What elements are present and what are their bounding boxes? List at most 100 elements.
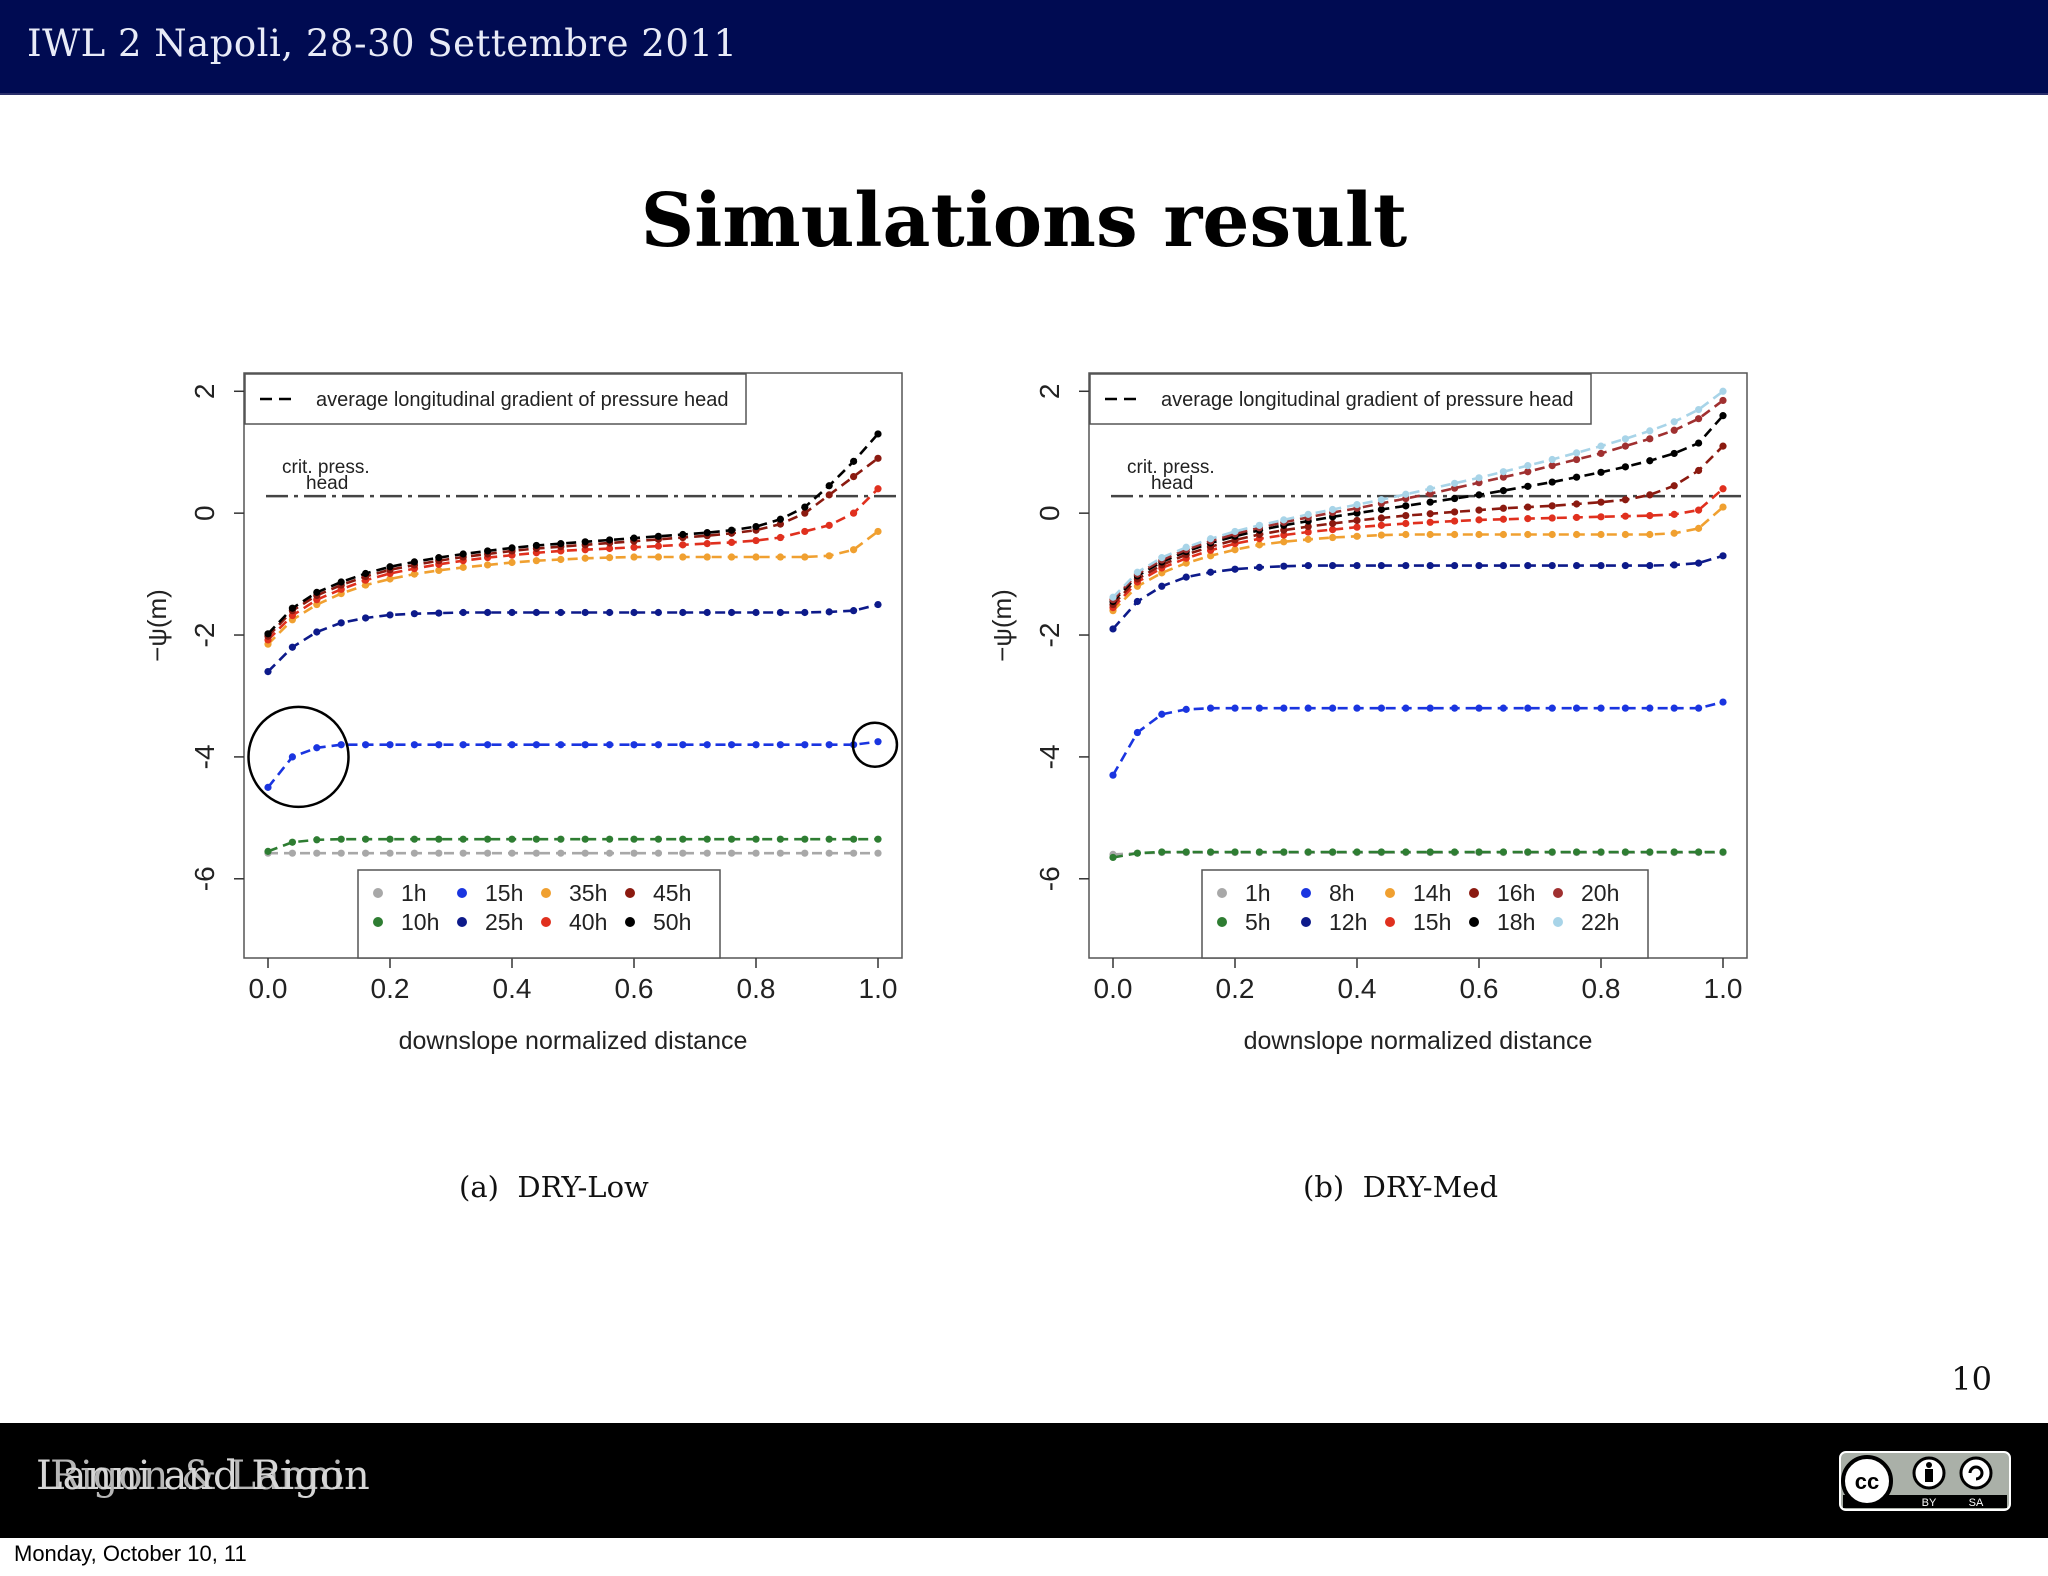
data-point <box>1451 704 1459 712</box>
top-legend-text: average longitudinal gradient of pressur… <box>1161 389 1574 411</box>
data-point <box>435 554 443 562</box>
data-point <box>1207 568 1215 576</box>
data-point <box>459 563 467 571</box>
data-point <box>1695 466 1703 475</box>
data-point <box>1670 482 1678 490</box>
data-point <box>1719 387 1727 395</box>
x-tick-label: 0.2 <box>1216 973 1255 1004</box>
data-point <box>484 608 492 617</box>
data-point <box>654 849 663 857</box>
data-point <box>410 610 418 618</box>
legend-marker <box>457 888 467 898</box>
data-point <box>1524 848 1532 856</box>
data-point <box>752 849 760 857</box>
data-point <box>459 835 467 843</box>
svg-text:SA: SA <box>1969 1497 1984 1509</box>
data-point <box>1426 530 1434 539</box>
data-point <box>1402 848 1410 856</box>
data-point <box>1597 449 1605 458</box>
data-point <box>1402 561 1410 570</box>
data-point <box>1695 506 1703 514</box>
legend-marker <box>1385 888 1395 898</box>
legend-marker <box>373 888 383 898</box>
legend-marker <box>541 917 551 927</box>
data-point <box>703 835 711 843</box>
data-point <box>776 849 785 857</box>
data-point <box>386 575 394 583</box>
legend-marker <box>1217 917 1227 927</box>
data-point <box>508 741 516 749</box>
data-point <box>1304 535 1312 543</box>
data-point <box>532 849 541 857</box>
data-point <box>1719 552 1727 560</box>
footer-authors-overlap: Rigon & Lanni <box>50 1453 345 1499</box>
data-point <box>850 835 858 843</box>
caption-a: (a) DRY-Low <box>459 1170 649 1204</box>
data-point <box>752 536 760 545</box>
data-point <box>1255 521 1263 529</box>
data-point <box>435 835 443 843</box>
data-point <box>1719 442 1727 450</box>
data-point <box>532 835 541 843</box>
data-point <box>1670 449 1678 458</box>
legend-label: 1h <box>1245 880 1271 906</box>
data-point <box>728 835 736 843</box>
series-line <box>1112 399 1724 601</box>
data-point <box>508 849 516 857</box>
data-point <box>264 630 272 638</box>
data-point <box>1621 442 1629 450</box>
data-point <box>386 563 394 571</box>
series-line <box>267 603 879 673</box>
data-point <box>1304 528 1312 536</box>
data-point <box>1548 561 1556 570</box>
data-point <box>1597 442 1605 450</box>
data-point <box>1304 704 1312 712</box>
data-point <box>1231 848 1239 856</box>
data-point <box>1573 500 1581 508</box>
series-legend-box <box>357 869 721 959</box>
data-point <box>1621 435 1629 443</box>
data-point <box>1646 848 1654 856</box>
conference-title: IWL 2 Napoli, 28-30 Settembre 2011 <box>27 22 738 65</box>
legend-marker <box>1301 917 1311 927</box>
y-tick-label: 0 <box>189 505 220 521</box>
data-point <box>581 741 589 749</box>
data-point <box>410 558 418 566</box>
data-point <box>337 849 345 857</box>
y-tick-label: -2 <box>189 623 220 648</box>
data-point <box>362 741 370 749</box>
legend-marker <box>1217 888 1227 898</box>
data-point <box>1621 704 1629 712</box>
caption-b-label: (b) <box>1303 1170 1345 1204</box>
data-point <box>1402 530 1410 539</box>
data-point <box>459 849 467 857</box>
data-point <box>1451 508 1459 516</box>
slide-header: IWL 2 Napoli, 28-30 Settembre 2011 <box>0 0 2048 95</box>
series-line <box>1112 506 1724 612</box>
data-point <box>630 608 638 617</box>
series-line <box>1112 414 1724 603</box>
y-tick-label: 2 <box>1034 383 1065 399</box>
data-point <box>1621 496 1629 504</box>
data-point <box>801 553 809 561</box>
data-point <box>264 847 272 855</box>
data-point <box>825 849 833 857</box>
data-point <box>1597 704 1605 712</box>
data-point <box>1573 530 1581 539</box>
data-point <box>801 527 809 536</box>
series-line <box>267 433 879 635</box>
legend-label: 40h <box>569 909 607 935</box>
footer-authors: Lanni and Rigon Rigon & Lanni <box>36 1453 370 1499</box>
data-point <box>1280 538 1288 546</box>
data-point <box>1695 524 1703 532</box>
data-point <box>606 849 614 857</box>
data-point <box>459 608 467 617</box>
data-point <box>703 529 711 537</box>
data-point <box>801 741 809 749</box>
data-point <box>313 628 321 636</box>
data-point <box>1573 449 1581 457</box>
data-point <box>776 515 785 523</box>
series-line <box>267 837 878 853</box>
data-point <box>1133 728 1141 737</box>
data-point <box>703 849 711 857</box>
